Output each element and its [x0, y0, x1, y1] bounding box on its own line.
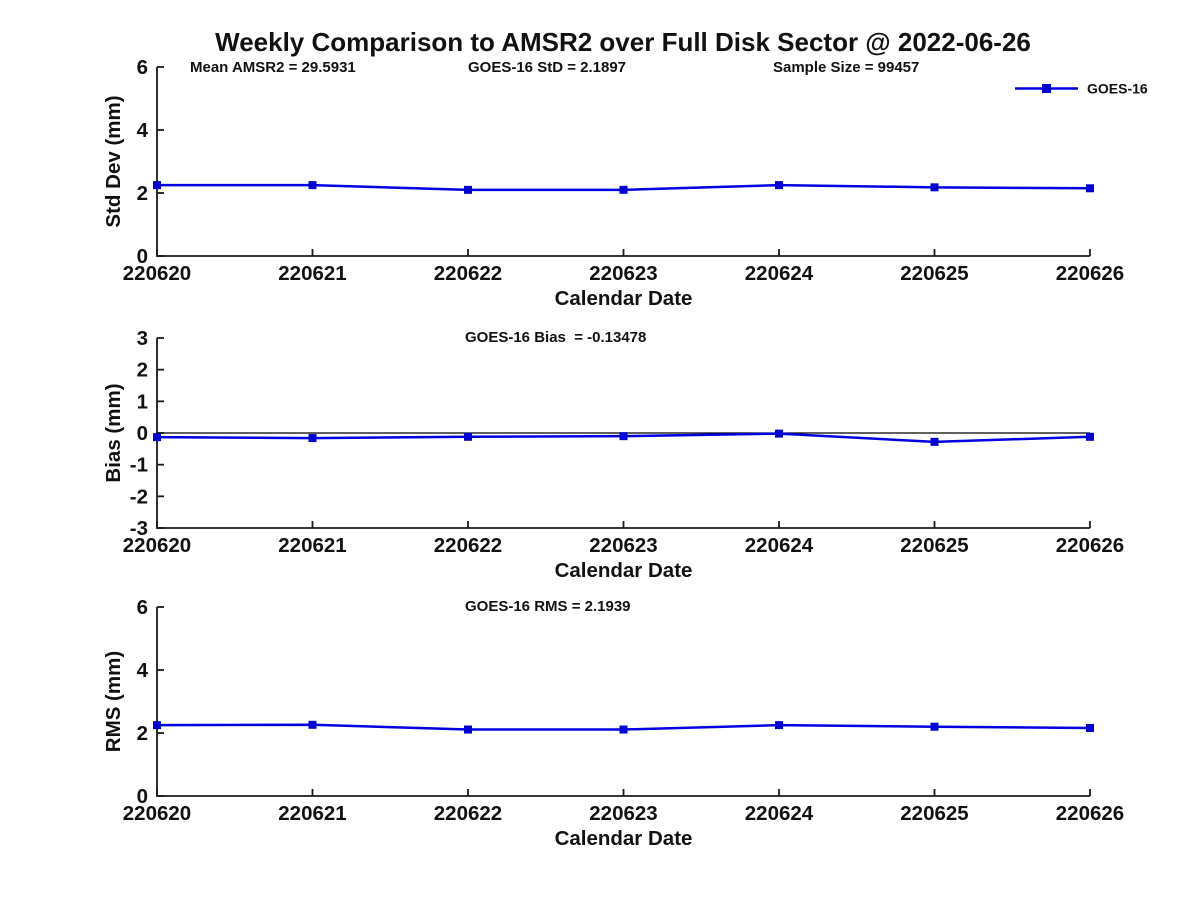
x-tick-label: 220621	[278, 534, 346, 557]
x-tick-label: 220623	[589, 534, 657, 557]
axis-annotation: GOES-16 StD = 2.1897	[468, 59, 626, 76]
series-marker	[619, 185, 628, 194]
x-tick-label: 220620	[123, 802, 191, 825]
series-marker	[775, 181, 783, 190]
y-tick-label: 1	[137, 390, 148, 413]
y-tick-label: -1	[130, 454, 148, 477]
x-axis-label: Calendar Date	[555, 559, 693, 582]
x-tick-label: 220620	[123, 262, 191, 285]
x-tick-label: 220622	[434, 534, 502, 557]
x-tick-label: 220621	[278, 802, 346, 825]
axis-annotation: GOES-16 Bias = -0.13478	[465, 329, 646, 346]
series-marker	[930, 183, 939, 192]
series-marker	[1086, 432, 1094, 441]
axis-rms	[156, 607, 1090, 797]
axis-annotation: GOES-16 RMS = 2.1939	[465, 598, 631, 615]
x-tick-label: 220624	[745, 802, 814, 825]
series-marker	[153, 181, 161, 190]
series-marker	[153, 433, 161, 442]
x-tick-label: 220625	[900, 262, 968, 285]
legend-marker	[1042, 84, 1051, 93]
series-marker	[308, 434, 317, 443]
x-tick-label: 220620	[123, 534, 191, 557]
y-axis-label: Bias (mm)	[102, 383, 125, 482]
x-tick-label: 220626	[1056, 534, 1124, 557]
y-axis-label: Std Dev (mm)	[102, 95, 125, 227]
x-tick-label: 220625	[900, 534, 968, 557]
x-tick-label: 220622	[434, 802, 502, 825]
y-tick-label: 3	[137, 327, 148, 350]
x-axis-label: Calendar Date	[555, 287, 693, 310]
series-marker	[930, 722, 939, 731]
y-tick-label: 2	[137, 182, 148, 205]
y-tick-label: 4	[137, 119, 149, 142]
series-marker	[930, 437, 939, 446]
series-marker	[153, 721, 161, 730]
y-tick-label: 2	[137, 722, 148, 745]
y-tick-label: 6	[137, 596, 148, 619]
x-tick-label: 220622	[434, 262, 502, 285]
series-marker	[464, 432, 472, 441]
series-marker	[464, 725, 472, 734]
figure-title: Weekly Comparison to AMSR2 over Full Dis…	[215, 27, 1031, 57]
x-tick-label: 220626	[1056, 262, 1124, 285]
y-tick-label: 0	[137, 422, 148, 445]
x-tick-label: 220623	[589, 262, 657, 285]
y-tick-label: -3	[130, 517, 148, 540]
axis-annotation: Mean AMSR2 = 29.5931	[190, 59, 356, 76]
x-tick-label: 220624	[745, 534, 814, 557]
series-marker	[1086, 723, 1094, 732]
series-marker	[775, 721, 783, 730]
y-tick-label: 0	[137, 245, 148, 268]
x-tick-label: 220623	[589, 802, 657, 825]
y-tick-label: 4	[137, 659, 149, 682]
x-axis-label: Calendar Date	[555, 827, 693, 850]
series-marker	[1086, 184, 1094, 193]
x-tick-label: 220626	[1056, 802, 1124, 825]
series-marker	[619, 725, 628, 734]
series-marker	[775, 429, 783, 438]
axis-annotation: Sample Size = 99457	[773, 59, 919, 76]
series-marker	[308, 720, 317, 729]
x-tick-label: 220624	[745, 262, 814, 285]
y-tick-label: 0	[137, 785, 148, 808]
y-tick-label: -2	[130, 485, 148, 508]
y-axis-label: RMS (mm)	[102, 651, 125, 752]
y-tick-label: 2	[137, 359, 148, 382]
x-tick-label: 220625	[900, 802, 968, 825]
series-marker	[464, 185, 472, 194]
series-marker	[619, 432, 628, 441]
y-tick-label: 6	[137, 56, 148, 79]
x-tick-label: 220621	[278, 262, 346, 285]
axis-std-dev	[156, 67, 1090, 257]
legend-label: GOES-16	[1087, 81, 1148, 97]
series-marker	[308, 181, 317, 190]
